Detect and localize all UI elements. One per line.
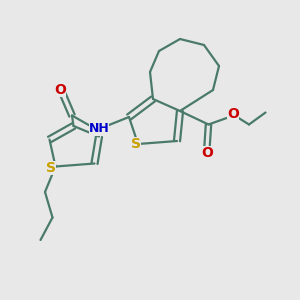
Text: S: S bbox=[130, 137, 141, 151]
Text: S: S bbox=[46, 161, 56, 175]
Text: O: O bbox=[227, 107, 239, 121]
Text: O: O bbox=[201, 146, 213, 160]
Text: O: O bbox=[54, 83, 66, 97]
Text: NH: NH bbox=[88, 122, 110, 136]
